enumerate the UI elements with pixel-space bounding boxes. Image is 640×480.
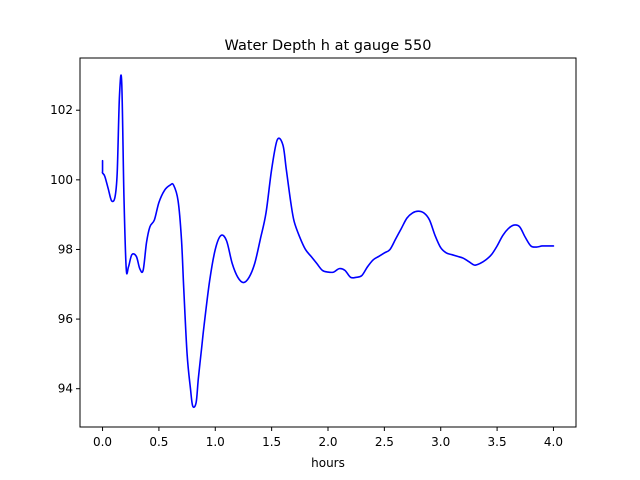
series-line xyxy=(101,74,555,409)
plot-area-frame xyxy=(79,57,577,428)
x-tick-label: 3.5 xyxy=(488,435,507,449)
y-tick-label: 100 xyxy=(50,173,73,187)
x-tick-label: 2.0 xyxy=(318,435,337,449)
x-tick-label: 0.5 xyxy=(149,435,168,449)
x-tick-label: 1.5 xyxy=(262,435,281,449)
x-axis-ticks: 0.0 0.5 1.0 1.5 2.0 2.5 3.0 3.5 4.0 xyxy=(93,427,563,449)
x-tick-label: 4.0 xyxy=(544,435,563,449)
x-axis-label: hours xyxy=(311,456,345,470)
y-tick-label: 102 xyxy=(50,103,73,117)
x-tick-label: 3.0 xyxy=(431,435,450,449)
series-layer xyxy=(101,74,555,409)
y-axis-ticks: 94 96 98 100 102 xyxy=(50,103,80,396)
y-tick-label: 98 xyxy=(58,242,73,256)
x-tick-label: 1.0 xyxy=(206,435,225,449)
x-tick-label: 2.5 xyxy=(375,435,394,449)
y-tick-label: 94 xyxy=(58,382,73,396)
y-tick-label: 96 xyxy=(58,312,73,326)
x-tick-label: 0.0 xyxy=(93,435,112,449)
chart-title: Water Depth h at gauge 550 xyxy=(225,38,432,54)
